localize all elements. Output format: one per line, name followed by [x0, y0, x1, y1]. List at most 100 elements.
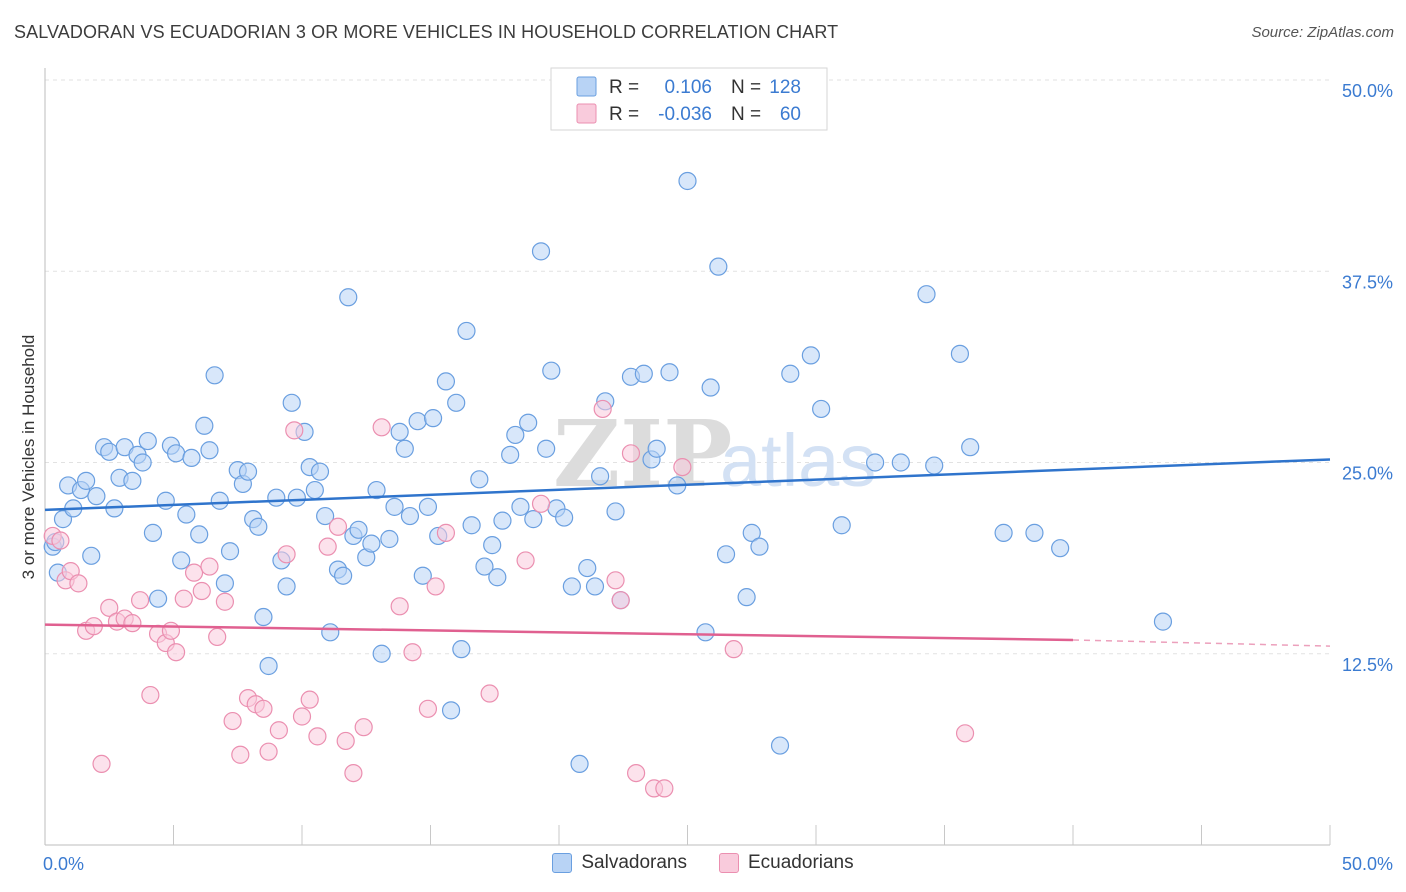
- point-salvadoran: [77, 471, 96, 490]
- point-ecuadorian: [426, 577, 445, 596]
- point-salvadoran: [891, 453, 910, 472]
- point-salvadoran: [310, 462, 330, 481]
- stats-legend: R = 0.106 N = 128 R = -0.036 N = 60: [550, 67, 828, 131]
- r-label: R =: [609, 77, 639, 98]
- point-salvadoran: [143, 523, 163, 542]
- point-salvadoran: [123, 471, 142, 490]
- point-ecuadorian: [174, 589, 193, 608]
- point-salvadoran: [177, 505, 196, 524]
- x-tick-label: 0.0%: [43, 854, 84, 874]
- point-ecuadorian: [223, 711, 242, 731]
- point-ecuadorian: [130, 591, 150, 610]
- point-salvadoran: [82, 546, 101, 565]
- point-salvadoran: [133, 453, 152, 472]
- point-salvadoran: [367, 480, 386, 500]
- point-salvadoran: [205, 366, 224, 385]
- legend-item-ecuadorians: Ecuadorians: [719, 852, 854, 874]
- point-salvadoran: [148, 589, 168, 608]
- point-ecuadorian: [51, 531, 70, 550]
- point-salvadoran: [832, 516, 851, 535]
- watermark-atlas: atlas: [720, 419, 876, 502]
- point-salvadoran: [531, 242, 551, 261]
- point-salvadoran: [172, 551, 191, 570]
- point-salvadoran: [138, 431, 157, 451]
- point-salvadoran: [866, 453, 885, 472]
- point-ecuadorian: [254, 699, 273, 718]
- point-salvadoran: [506, 425, 525, 445]
- point-ecuadorian: [606, 571, 625, 590]
- point-salvadoran: [647, 439, 666, 458]
- point-ecuadorian: [184, 563, 204, 582]
- point-salvadoran: [519, 413, 538, 432]
- point-salvadoran: [488, 568, 507, 587]
- point-salvadoran: [339, 288, 358, 307]
- point-salvadoran: [555, 508, 574, 527]
- point-ecuadorian: [161, 621, 181, 640]
- legend-label-salvadorans: Salvadorans: [581, 852, 687, 873]
- point-salvadoran: [462, 516, 481, 535]
- trend-lines: [44, 458, 1331, 647]
- watermark-zip: ZIP: [553, 400, 732, 508]
- point-salvadoran: [334, 566, 353, 585]
- legend-swatch-salvadorans: [552, 853, 573, 873]
- point-salvadoran: [511, 497, 530, 516]
- point-ecuadorian: [92, 754, 111, 774]
- point-ecuadorian: [611, 591, 630, 610]
- point-ecuadorian: [192, 581, 211, 601]
- point-ecuadorian: [626, 763, 646, 783]
- point-salvadoran: [195, 416, 214, 435]
- point-salvadoran: [994, 523, 1013, 542]
- stats-legend-box: [550, 67, 828, 131]
- point-salvadoran: [801, 346, 820, 365]
- point-ecuadorian: [418, 699, 438, 718]
- x-tick-label: 50.0%: [1342, 854, 1393, 874]
- point-ecuadorian: [308, 727, 327, 746]
- point-salvadoran: [372, 644, 391, 663]
- point-ecuadorian: [516, 551, 535, 570]
- point-ecuadorian: [403, 643, 422, 662]
- point-ecuadorian: [269, 721, 288, 740]
- n-value: 128: [769, 77, 801, 98]
- y-tick-label: 50.0%: [1342, 81, 1393, 101]
- y-tick-label: 12.5%: [1342, 655, 1393, 675]
- point-ecuadorian: [372, 418, 391, 437]
- axes: [44, 68, 1331, 846]
- point-salvadoran: [606, 502, 625, 521]
- point-salvadoran: [501, 445, 520, 464]
- point-ecuadorian: [436, 523, 456, 542]
- stats-swatch: [576, 76, 597, 97]
- point-salvadoran: [591, 467, 610, 486]
- point-salvadoran: [701, 378, 720, 397]
- point-salvadoran: [1153, 612, 1173, 631]
- point-salvadoran: [254, 607, 273, 627]
- point-salvadoran: [678, 171, 697, 191]
- point-salvadoran: [696, 623, 715, 642]
- legend-item-salvadorans: Salvadorans: [552, 852, 687, 874]
- chart-title: SALVADORAN VS ECUADORIAN 3 OR MORE VEHIC…: [14, 22, 839, 42]
- point-ecuadorian: [123, 614, 142, 633]
- point-salvadoran: [166, 444, 186, 463]
- point-ecuadorian: [231, 745, 250, 764]
- point-salvadoran: [950, 344, 970, 363]
- point-ecuadorian: [285, 421, 304, 440]
- point-salvadoran: [267, 488, 286, 507]
- point-salvadoran: [321, 623, 340, 642]
- point-salvadoran: [413, 566, 432, 585]
- point-salvadoran: [961, 438, 980, 457]
- point-salvadoran: [220, 542, 240, 561]
- point-ecuadorian: [593, 399, 612, 419]
- y-tick-label: 37.5%: [1342, 272, 1393, 292]
- r-value: -0.036: [658, 104, 712, 125]
- point-salvadoran: [400, 506, 420, 526]
- point-salvadoran: [423, 409, 443, 428]
- point-ecuadorian: [166, 643, 186, 662]
- point-salvadoran: [660, 363, 679, 382]
- point-ecuadorian: [531, 494, 551, 513]
- point-ecuadorian: [673, 457, 692, 477]
- point-salvadoran: [418, 497, 438, 516]
- r-value: 0.106: [664, 77, 712, 98]
- point-ecuadorian: [390, 597, 409, 616]
- point-salvadoran: [470, 470, 489, 489]
- point-salvadoran: [925, 456, 944, 475]
